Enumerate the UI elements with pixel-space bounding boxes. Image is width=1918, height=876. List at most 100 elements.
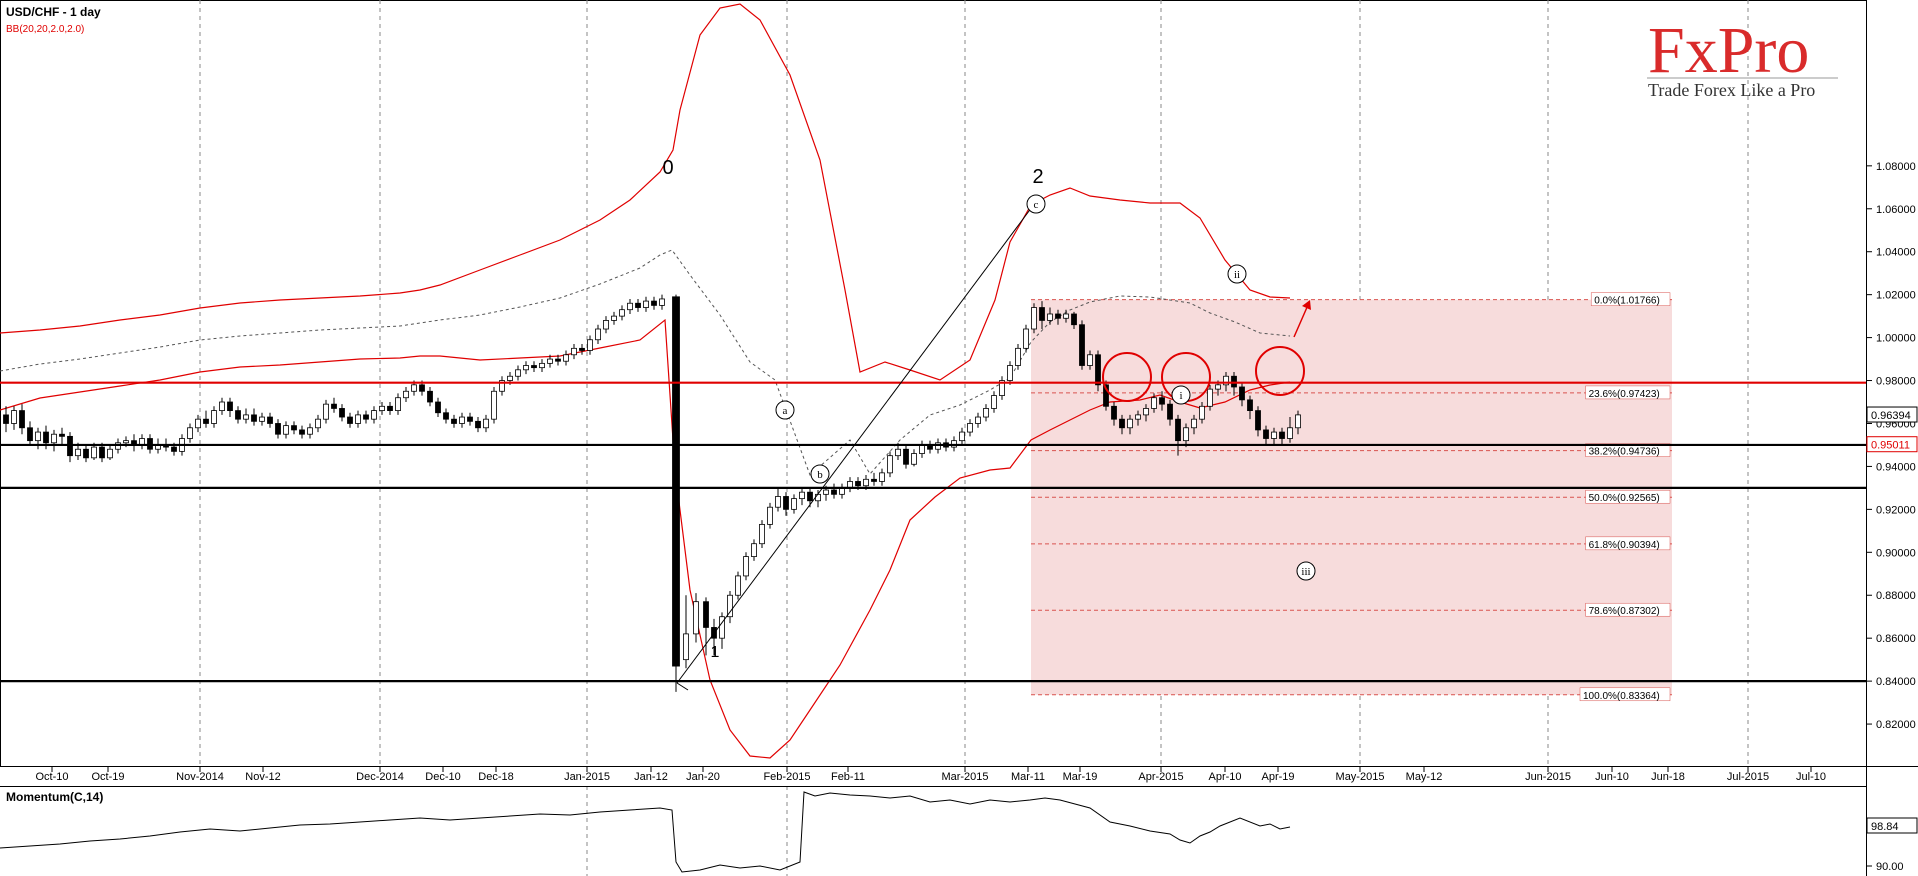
fib-level-label: 0.0%(1.01766) <box>1594 296 1660 307</box>
x-tick-label: Mar-19 <box>1063 771 1098 783</box>
wave-label-circle <box>1296 561 1316 581</box>
candle-bear <box>275 423 281 435</box>
y-tick-label: 0.92000 <box>1876 504 1916 516</box>
candle-bull <box>751 543 757 557</box>
candle-bull <box>51 433 57 444</box>
candle-bear <box>467 416 473 422</box>
wave-label: 0 <box>662 157 673 179</box>
x-tick-label: May-12 <box>1406 771 1443 783</box>
fib-label-box <box>1590 292 1671 306</box>
x-tick-label: Feb-11 <box>831 771 865 783</box>
wave-label-circle <box>1171 385 1191 405</box>
fib-label-box <box>1585 443 1671 457</box>
candle-bull <box>1183 427 1189 442</box>
fxpro-logo: FxPro <box>1648 14 1809 87</box>
fib-zone <box>1031 299 1672 695</box>
candle-bull <box>1015 347 1021 366</box>
fib-level-label: 78.6%(0.87302) <box>1589 606 1660 617</box>
candle-bull <box>1215 384 1221 390</box>
y-tick-label: 1.08000 <box>1876 161 1916 173</box>
grid-lines <box>199 0 1749 876</box>
candle-bear <box>1055 313 1061 319</box>
candle-bull <box>1127 418 1133 429</box>
candle-bull <box>283 425 289 435</box>
wave-trendline <box>676 682 689 691</box>
candle-bear <box>1263 429 1269 439</box>
candle-bear <box>579 347 585 351</box>
candle-bull <box>1199 405 1205 420</box>
candle-bull <box>259 416 265 422</box>
candle-bull <box>563 354 569 362</box>
momentum-value-box <box>1866 817 1918 834</box>
highlight-circle <box>1102 352 1152 402</box>
candle-bear <box>19 410 25 429</box>
candle-bear <box>1103 384 1109 407</box>
candle-bull <box>307 427 313 435</box>
candle-bear <box>363 414 369 420</box>
candle-bear <box>27 427 33 442</box>
candle-bull <box>107 448 113 459</box>
y-tick-label: 1.06000 <box>1876 204 1916 216</box>
fib-level-label: 50.0%(0.92565) <box>1589 493 1660 504</box>
fib-level-label: 23.6%(0.97423) <box>1589 389 1660 400</box>
projection-arrow <box>1293 304 1309 338</box>
candle-bull <box>195 418 201 429</box>
candle-bull <box>1135 414 1141 420</box>
y-tick-label: 1.00000 <box>1876 333 1916 345</box>
candle-bull <box>403 390 409 399</box>
candle-bear <box>43 431 49 444</box>
candle-bull <box>919 444 925 454</box>
candle-bull <box>1223 375 1229 386</box>
candle-bear <box>3 414 9 424</box>
candle-bull <box>1207 388 1213 407</box>
candle-bear <box>651 300 657 306</box>
candle-bull <box>759 523 765 545</box>
x-tick-label: Nov-2014 <box>176 771 224 783</box>
candle-bear <box>291 425 297 431</box>
candle-bull <box>959 431 965 442</box>
candle-bear <box>235 410 241 420</box>
candle-bear <box>1111 405 1117 420</box>
candle-bear <box>531 365 537 369</box>
candle-bear <box>871 478 877 482</box>
candle-bull <box>895 448 901 457</box>
logo-tagline: Trade Forex Like a Pro <box>1648 80 1815 100</box>
candle-bear <box>59 433 65 437</box>
fib-level-label: 100.0%(0.83364) <box>1583 691 1660 702</box>
x-tick-label: Jun-18 <box>1651 771 1685 783</box>
candle-bull <box>355 414 361 424</box>
candle-bear <box>855 481 861 487</box>
candle-bull <box>999 380 1005 396</box>
candle-bull <box>187 427 193 439</box>
x-tick-label: Dec-18 <box>478 771 513 783</box>
candle-bull <box>219 401 225 411</box>
candle-bull <box>1151 397 1157 409</box>
candle-bear <box>1279 431 1285 439</box>
candle-bull <box>1295 414 1301 429</box>
candle-bear <box>1119 418 1125 429</box>
fib-label-box <box>1585 602 1671 617</box>
candle-bull <box>243 414 249 420</box>
x-tick-label: Jan-2015 <box>564 771 610 783</box>
y-tick-label: 0.90000 <box>1876 547 1916 559</box>
y-tick-label: 1.02000 <box>1876 290 1916 302</box>
candle-bear <box>1079 324 1085 366</box>
candle-bull <box>75 448 81 457</box>
fib-level-label: 61.8%(0.90394) <box>1589 540 1660 551</box>
momentum-label: Momentum(C,14) <box>6 790 103 804</box>
candle-bull <box>911 453 917 465</box>
candle-bear <box>339 408 345 418</box>
arrowhead-icon <box>1302 300 1311 310</box>
x-tick-label: Apr-2015 <box>1138 771 1183 783</box>
candle-bear <box>1039 307 1045 321</box>
candle-bull <box>983 408 989 418</box>
candle-bull <box>879 472 885 482</box>
candle-bull <box>595 328 601 341</box>
indicator-label: BB(20,20,2.0,2.0) <box>6 24 84 35</box>
candle-bull <box>767 506 773 525</box>
fib-label-box <box>1585 536 1671 551</box>
y-tick-label: 0.98000 <box>1876 376 1916 388</box>
candle-bull <box>743 556 749 577</box>
candle-bear <box>451 418 457 424</box>
